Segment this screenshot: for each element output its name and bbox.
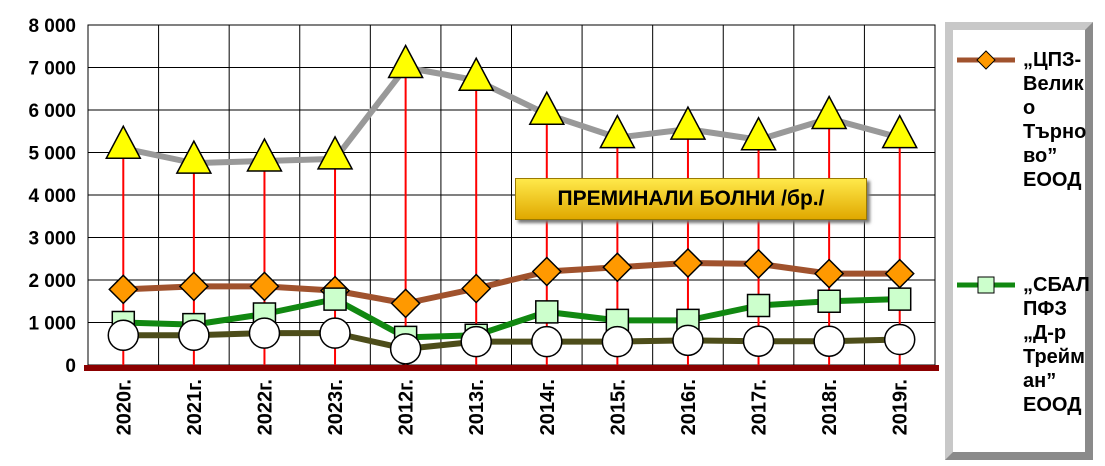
legend-swatch [957,50,1015,70]
x-tick-label: 2016г. [678,379,700,435]
marker [108,274,139,305]
y-tick-label: 0 [65,356,76,377]
marker [672,247,704,279]
legend-swatch [957,276,1015,294]
plot: 0 1 000 2 000 3 000 4 000 5 000 6 000 7 000 8 00… [28,16,939,435]
x-tick-label: 2020г. [113,379,135,435]
x-tick-label: 2018г. [819,379,841,435]
x-tick-label: 2022г. [254,379,276,435]
y-tick-label: 4 000 [28,186,76,207]
marker [531,325,563,358]
marker [743,248,774,279]
marker [178,319,210,351]
annotation: ПРЕМИНАЛИ БОЛНИ /бр./ [515,178,867,220]
marker [389,333,422,365]
x-tick-label: 2014г. [537,379,559,435]
marker [887,287,912,311]
marker [602,252,633,283]
x-tick-label: 2012г. [396,379,418,435]
marker [178,271,209,302]
marker [531,256,562,287]
marker [669,105,707,140]
series-line [123,296,900,341]
marker [601,325,634,358]
marker [323,287,347,311]
marker [883,323,916,356]
marker [814,258,845,289]
x-tick-label: 2019г. [890,379,912,435]
legend: „ЦПЗ-Велико Търново” ЕООД „СБАЛ ПФЗ „Д-р … [945,22,1093,460]
marker [672,324,704,357]
marker [742,325,775,357]
legend-label: „СБАЛ ПФЗ „Д-р Трейман” ЕООД [1023,274,1090,416]
marker [387,43,424,79]
x-tick-label: 2021г. [184,379,206,435]
marker [175,139,213,174]
marker [740,116,777,151]
marker [810,94,848,130]
marker [105,124,142,159]
y-tick-label: 3 000 [28,229,76,250]
marker [813,325,845,357]
y-tick-label: 1 000 [28,314,76,335]
marker [249,271,280,302]
y-tick-label: 2 000 [28,271,76,292]
marker [746,293,771,318]
marker [535,300,559,324]
marker [817,289,841,313]
marker [390,288,421,319]
x-tick-label: 2015г. [607,379,629,435]
marker [316,135,354,170]
marker [461,273,492,304]
marker [528,90,566,125]
legend-label: „ЦПЗ-Велико Търново” ЕООД [1023,49,1087,191]
marker [881,114,918,149]
marker [319,317,351,349]
y-tick-label: 6 000 [28,101,76,122]
x-tick-label: 2023г. [325,379,347,435]
x-tick-label: 2013г. [466,379,488,435]
marker [107,319,140,351]
x-axis [84,365,939,371]
y-tick-label: 8 000 [28,16,76,37]
marker [460,325,492,358]
marker [246,137,283,172]
marker [599,114,636,149]
marker [248,317,281,349]
y-tick-label: 7 000 [28,59,76,80]
x-tick-label: 2017г. [749,379,771,435]
y-tick-label: 5 000 [28,144,76,165]
marker [457,56,495,91]
